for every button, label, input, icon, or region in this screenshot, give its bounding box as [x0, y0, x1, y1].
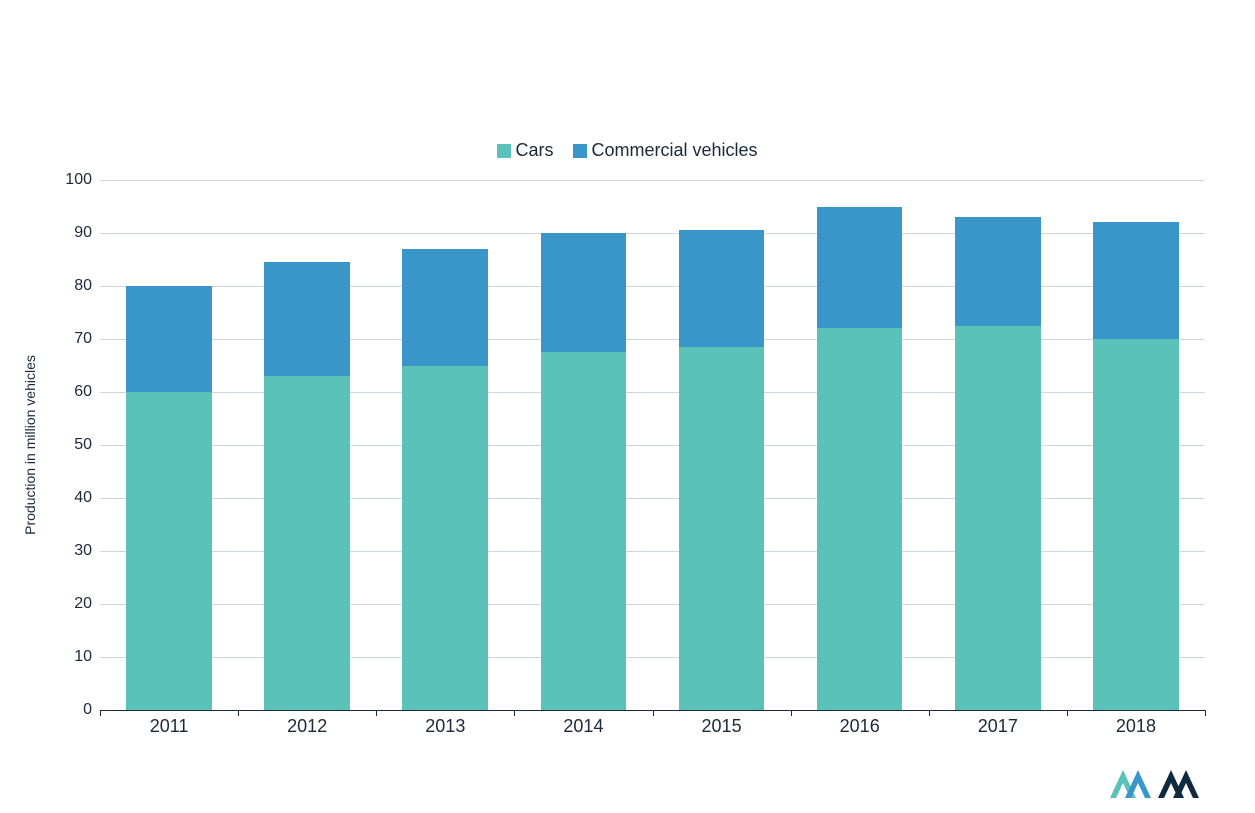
bar-segment-cars	[679, 347, 765, 710]
xtick-mark	[100, 710, 101, 716]
ytick-label: 30	[74, 542, 92, 560]
legend-label: Cars	[515, 140, 553, 161]
legend-swatch	[573, 144, 587, 158]
legend-swatch	[497, 144, 511, 158]
ytick-label: 20	[74, 595, 92, 613]
ytick-label: 50	[74, 436, 92, 454]
bar-segment-cars	[402, 366, 488, 711]
brand-logo	[1110, 760, 1210, 798]
bar-segment-cars	[541, 352, 627, 710]
ytick-label: 40	[74, 489, 92, 507]
ytick-label: 80	[74, 277, 92, 295]
ytick-label: 10	[74, 648, 92, 666]
legend-item: Cars	[497, 140, 553, 161]
xtick-label: 2011	[150, 716, 189, 737]
bar-segment-cars	[1093, 339, 1179, 710]
bar-segment-commercial	[402, 249, 488, 366]
ytick-label: 70	[74, 330, 92, 348]
xtick-label: 2018	[1116, 716, 1156, 737]
bar-segment-commercial	[955, 217, 1041, 326]
xtick-mark	[653, 710, 654, 716]
xtick-mark	[929, 710, 930, 716]
xtick-label: 2015	[702, 716, 742, 737]
y-axis-label: Production in million vehicles	[22, 355, 38, 535]
xtick-mark	[514, 710, 515, 716]
ytick-label: 100	[65, 171, 92, 189]
ytick-label: 60	[74, 383, 92, 401]
xtick-mark	[1067, 710, 1068, 716]
legend-item: Commercial vehicles	[573, 140, 757, 161]
xtick-mark	[791, 710, 792, 716]
chart-legend: Cars Commercial vehicles	[0, 140, 1255, 161]
bar-segment-cars	[264, 376, 350, 710]
xtick-label: 2012	[287, 716, 327, 737]
bar-segment-cars	[126, 392, 212, 710]
bar-segment-commercial	[541, 233, 627, 352]
bar-segment-commercial	[264, 262, 350, 376]
bar-segment-commercial	[679, 230, 765, 347]
xtick-mark	[238, 710, 239, 716]
bar-segment-cars	[955, 326, 1041, 710]
plot-area: 0102030405060708090100201120122013201420…	[100, 180, 1205, 710]
bar-segment-commercial	[1093, 222, 1179, 339]
legend-label: Commercial vehicles	[591, 140, 757, 161]
bar-segment-commercial	[817, 207, 903, 329]
xtick-label: 2014	[563, 716, 603, 737]
xtick-label: 2016	[840, 716, 880, 737]
chart-container: CarsCommercial vehicles01020304050607080…	[0, 0, 1255, 813]
xtick-mark	[376, 710, 377, 716]
bars-layer	[100, 180, 1205, 710]
xtick-label: 2013	[425, 716, 465, 737]
xtick-mark	[1205, 710, 1206, 716]
xtick-label: 2017	[978, 716, 1018, 737]
ytick-label: 90	[74, 224, 92, 242]
bar-segment-commercial	[126, 286, 212, 392]
ytick-label: 0	[83, 701, 92, 719]
bar-segment-cars	[817, 328, 903, 710]
